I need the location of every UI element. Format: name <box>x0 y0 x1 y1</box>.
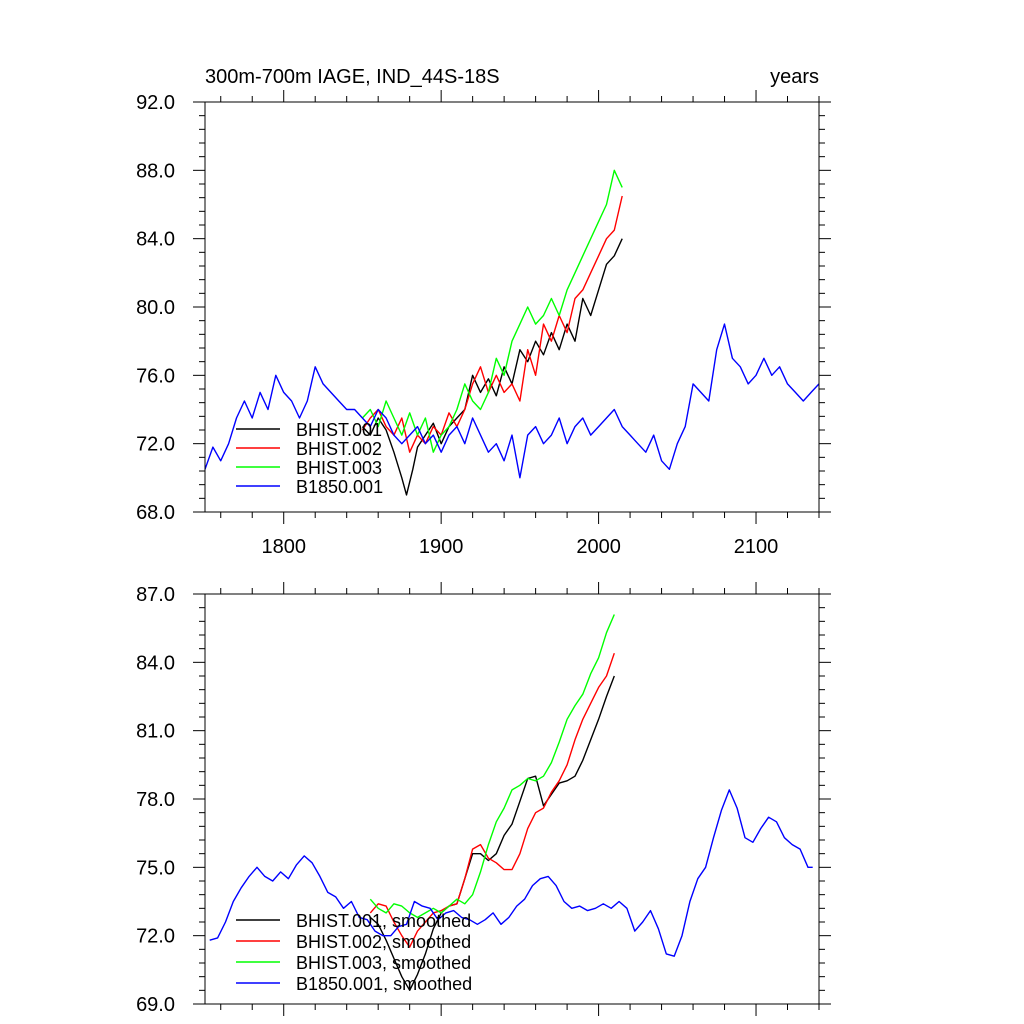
y-tick-label: 69.0 <box>136 994 175 1016</box>
legend-label: B1850.001, smoothed <box>296 974 472 994</box>
legend-label: BHIST.001, smoothed <box>296 911 471 931</box>
y-tick-label: 84.0 <box>136 229 175 251</box>
y-tick-label: 81.0 <box>136 721 175 743</box>
top-panel-ticks: 1800 1900 2000 2100 68.0 72.0 76.0 80.0 84.0 88.0… <box>136 90 831 558</box>
y-tick-label: 72.0 <box>136 926 175 948</box>
series-line-1 <box>361 195 623 453</box>
x-tick-label: 1900 <box>419 536 464 558</box>
series-line-2 <box>361 169 623 453</box>
y-tick-label: 68.0 <box>136 502 175 524</box>
legend-label: B1850.001 <box>296 477 383 497</box>
x-tick-label: 1800 <box>261 536 306 558</box>
bottom-panel-series <box>209 614 813 991</box>
series-line-3 <box>204 323 820 479</box>
bottom-plot-frame <box>204 593 820 1005</box>
x-tick-label: 2000 <box>576 536 621 558</box>
series-line-1 <box>369 652 615 948</box>
y-tick-label: 72.0 <box>136 434 175 456</box>
top-panel-series <box>204 169 820 496</box>
bottom-panel: 69.0 72.0 75.0 78.0 81.0 84.0 87.0 BHIST.001, … <box>136 582 831 1016</box>
legend-label: BHIST.001 <box>296 420 382 440</box>
legend-label: BHIST.003 <box>296 458 382 478</box>
y-tick-label: 88.0 <box>136 160 175 182</box>
top-plot-frame <box>204 101 820 513</box>
x-tick-label: 2100 <box>734 536 779 558</box>
chart-title-right: years <box>770 66 819 88</box>
bottom-panel-ticks: 69.0 72.0 75.0 78.0 81.0 84.0 87.0 <box>136 582 831 1016</box>
series-line-2 <box>369 614 615 919</box>
y-tick-label: 84.0 <box>136 652 175 674</box>
chart-title-left: 300m-700m IAGE, IND_44S-18S <box>205 66 500 88</box>
legend-label: BHIST.002, smoothed <box>296 932 471 952</box>
y-tick-label: 80.0 <box>136 297 175 319</box>
series-line-0 <box>369 675 615 991</box>
y-tick-label: 76.0 <box>136 365 175 387</box>
y-tick-label: 87.0 <box>136 584 175 606</box>
y-tick-label: 92.0 <box>136 92 175 114</box>
y-tick-label: 75.0 <box>136 857 175 879</box>
legend-label: BHIST.003, smoothed <box>296 953 471 973</box>
top-panel: 300m-700m IAGE, IND_44S-18S years 1800 19… <box>136 66 831 558</box>
series-line-3 <box>209 789 813 957</box>
series-line-0 <box>361 238 623 496</box>
legend-label: BHIST.002 <box>296 439 382 459</box>
y-tick-label: 78.0 <box>136 789 175 811</box>
